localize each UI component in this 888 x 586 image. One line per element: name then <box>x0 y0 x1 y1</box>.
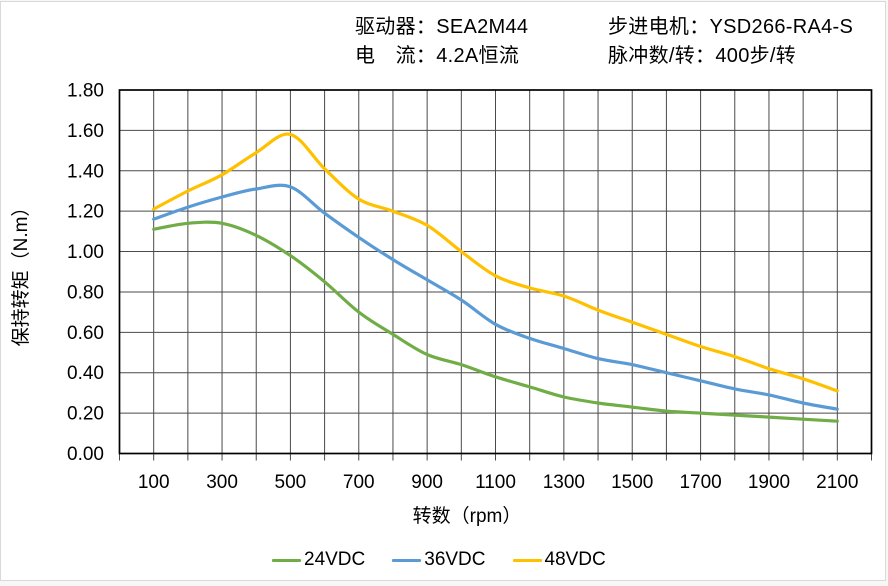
x-tick-label: 2100 <box>816 472 858 493</box>
pulses-label: 脉冲数/转：400步/转 <box>608 45 797 67</box>
legend-label-36vdc: 36VDC <box>424 549 486 570</box>
x-tick-label: 900 <box>411 472 443 493</box>
x-tick-label: 100 <box>138 472 170 493</box>
y-tick-label: 0.20 <box>67 404 104 425</box>
x-tick-label: 700 <box>343 472 375 493</box>
y-tick-label: 1.60 <box>67 121 104 142</box>
header-right-column: 步进电机：YSD266-RA4-S 脉冲数/转：400步/转 <box>608 13 853 71</box>
legend-label-24vdc: 24VDC <box>304 549 366 570</box>
y-tick-label: 1.00 <box>67 242 104 263</box>
legend-swatch-36vdc-icon <box>392 558 422 562</box>
x-tick-label: 1300 <box>543 472 585 493</box>
chart-legend: 24VDC 36VDC 48VDC <box>272 549 606 571</box>
curve-48vdc <box>152 132 839 393</box>
axis-tick-labels: 100 300 500 700 900 1100 1300 1500 1700 1900 2100 1… <box>67 81 858 494</box>
y-axis-title: 保持转矩（N.m） <box>10 198 32 347</box>
driver-label: 驱动器：SEA2M44 <box>355 16 529 38</box>
axis-ticks <box>119 453 872 461</box>
y-tick-label: 0.40 <box>67 363 104 384</box>
x-tick-label: 1900 <box>748 472 790 493</box>
y-tick-label: 0.00 <box>67 444 104 465</box>
legend-item-48vdc: 48VDC <box>512 549 606 571</box>
legend-swatch-24vdc-icon <box>272 558 301 562</box>
curve-36vdc <box>152 183 839 411</box>
current-label: 电 流：4.2A恒流 <box>355 45 520 67</box>
x-tick-label: 1700 <box>679 472 721 493</box>
torque-speed-chart: 100 300 500 700 900 1100 1300 1500 1700 1900 2100 1… <box>10 81 873 527</box>
x-axis-title: 转数（rpm） <box>413 505 522 527</box>
y-tick-label: 1.80 <box>67 81 104 102</box>
x-tick-label: 300 <box>206 472 238 493</box>
y-tick-label: 0.80 <box>67 282 104 303</box>
grid-lines <box>119 89 872 454</box>
legend-swatch-48vdc-icon <box>512 558 542 562</box>
y-tick-label: 0.60 <box>67 323 104 344</box>
header-left-column: 驱动器：SEA2M44 电 流：4.2A恒流 <box>355 13 528 71</box>
x-tick-label: 1100 <box>475 472 516 493</box>
motor-label: 步进电机：YSD266-RA4-S <box>608 16 854 38</box>
y-tick-label: 1.40 <box>67 161 104 182</box>
legend-label-48vdc: 48VDC <box>544 549 606 570</box>
x-tick-label: 500 <box>275 472 307 493</box>
x-tick-label: 1500 <box>611 472 653 493</box>
plot-border <box>118 89 873 455</box>
legend-item-36vdc: 36VDC <box>392 549 486 571</box>
data-curves <box>152 132 839 423</box>
curve-24vdc <box>152 220 839 423</box>
legend-item-24vdc: 24VDC <box>272 549 365 571</box>
y-tick-label: 1.20 <box>67 202 104 223</box>
